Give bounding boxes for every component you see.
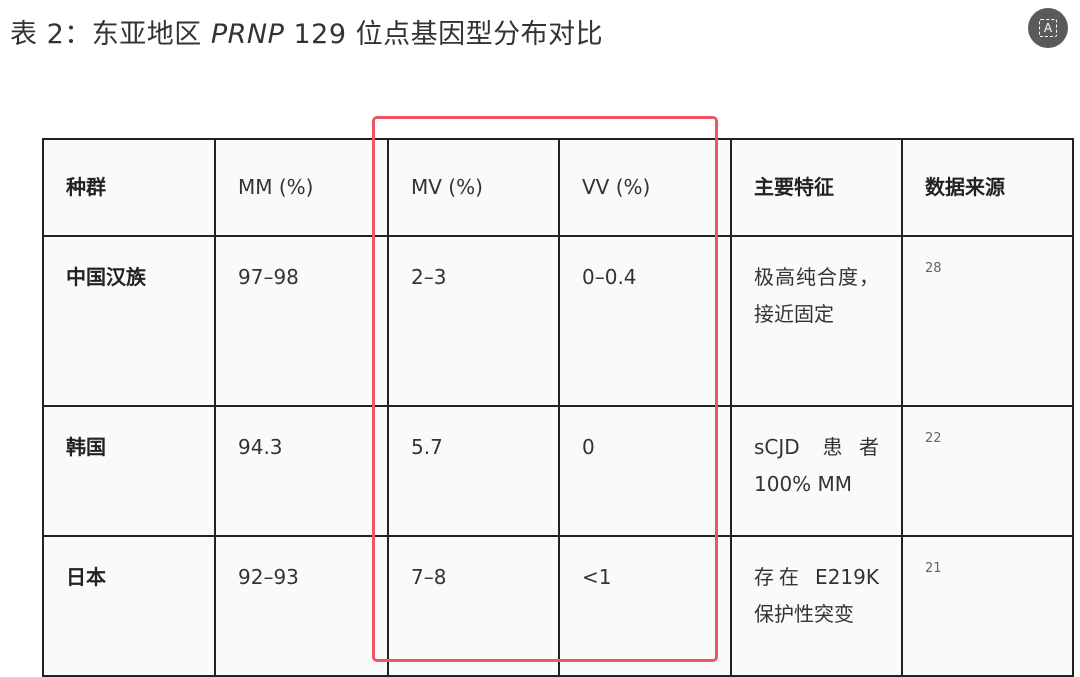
text-recognition-icon: A bbox=[1039, 19, 1057, 37]
header-cell: MM (%) bbox=[214, 138, 389, 237]
population-cell: 韩国 bbox=[42, 405, 216, 537]
table-row: 中国汉族 97–98 2–3 0–0.4 极高纯合度，接近固定 28 bbox=[42, 235, 1074, 407]
page-title: 表 2：东亚地区 PRNP 129 位点基因型分布对比 bbox=[10, 19, 604, 50]
reference-link[interactable]: 22 bbox=[925, 431, 942, 446]
mv-cell: 5.7 bbox=[387, 405, 560, 537]
feature-cell: sCJD 患者 100% MM bbox=[730, 405, 903, 537]
vv-cell: 0–0.4 bbox=[558, 235, 732, 407]
header-cell: MV (%) bbox=[387, 138, 560, 237]
reference-link[interactable]: 28 bbox=[925, 261, 942, 276]
feature-cell: 存在 E219K 保护性突变 bbox=[730, 535, 903, 677]
text-recognition-button[interactable]: A bbox=[1028, 8, 1068, 48]
population-cell: 中国汉族 bbox=[42, 235, 216, 407]
feature-cell: 极高纯合度，接近固定 bbox=[730, 235, 903, 407]
source-cell: 22 bbox=[901, 405, 1074, 537]
header-cell: 种群 bbox=[42, 138, 216, 237]
header-cell: 数据来源 bbox=[901, 138, 1074, 237]
header-cell: VV (%) bbox=[558, 138, 732, 237]
table-header-row: 种群 MM (%) MV (%) VV (%) 主要特征 数据来源 bbox=[42, 138, 1074, 237]
vv-cell: <1 bbox=[558, 535, 732, 677]
source-cell: 21 bbox=[901, 535, 1074, 677]
mm-cell: 92–93 bbox=[214, 535, 389, 677]
source-cell: 28 bbox=[901, 235, 1074, 407]
table-row: 韩国 94.3 5.7 0 sCJD 患者 100% MM 22 bbox=[42, 405, 1074, 537]
vv-cell: 0 bbox=[558, 405, 732, 537]
highlight-box bbox=[372, 116, 718, 662]
reference-link[interactable]: 21 bbox=[925, 561, 942, 576]
population-cell: 日本 bbox=[42, 535, 216, 677]
header-cell: 主要特征 bbox=[730, 138, 903, 237]
mm-cell: 94.3 bbox=[214, 405, 389, 537]
mm-cell: 97–98 bbox=[214, 235, 389, 407]
mv-cell: 2–3 bbox=[387, 235, 560, 407]
